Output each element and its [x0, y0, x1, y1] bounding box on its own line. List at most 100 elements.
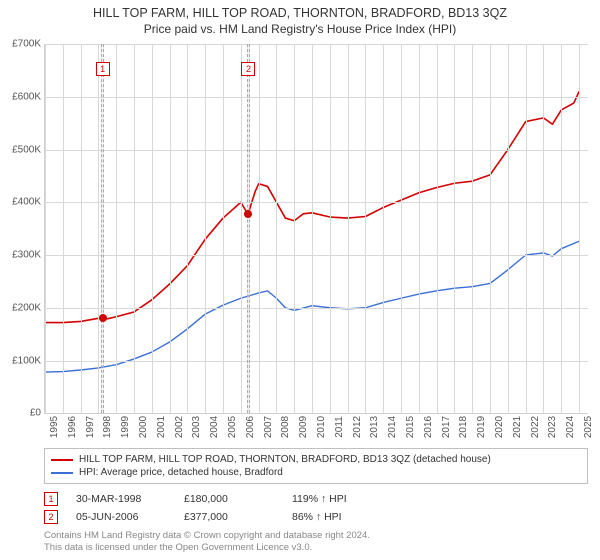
gridline-v	[330, 44, 331, 413]
x-axis-label: 2025	[579, 416, 594, 438]
x-axis-label: 2013	[365, 416, 380, 438]
gridline-v	[81, 44, 82, 413]
gridline-h	[45, 255, 588, 256]
gridline-v	[472, 44, 473, 413]
y-axis-label: £200K	[12, 302, 45, 313]
legend-swatch	[51, 459, 73, 461]
x-axis-label: 2020	[490, 416, 505, 438]
gridline-h	[45, 308, 588, 309]
gridline-h	[45, 202, 588, 203]
gridline-v	[526, 44, 527, 413]
x-axis-label: 2010	[312, 416, 327, 438]
x-axis-label: 2001	[152, 416, 167, 438]
x-axis-label: 2017	[437, 416, 452, 438]
x-axis-label: 2022	[526, 416, 541, 438]
x-axis-label: 2018	[454, 416, 469, 438]
x-axis-label: 2002	[170, 416, 185, 438]
sale-row-marker: 2	[44, 510, 58, 524]
gridline-v	[241, 44, 242, 413]
gridline-v	[45, 44, 46, 413]
plot-region: £0£100K£200K£300K£400K£500K£600K£700K199…	[44, 44, 588, 414]
x-axis-label: 1996	[63, 416, 78, 438]
gridline-v	[134, 44, 135, 413]
gridline-v	[98, 44, 99, 413]
gridline-h	[45, 97, 588, 98]
sale-marker-dot	[244, 210, 252, 218]
sale-row: 205-JUN-2006£377,00086% ↑ HPI	[44, 508, 588, 526]
chart-area: £0£100K£200K£300K£400K£500K£600K£700K199…	[44, 44, 588, 442]
gridline-v	[170, 44, 171, 413]
sale-row: 1 30-MAR-1998 £180,000 119% ↑ HPI	[44, 490, 588, 508]
gridline-v	[401, 44, 402, 413]
gridline-v	[543, 44, 544, 413]
gridline-v	[437, 44, 438, 413]
sale-marker-box: 1	[96, 62, 110, 76]
gridline-v	[294, 44, 295, 413]
gridline-v	[116, 44, 117, 413]
gridline-v	[152, 44, 153, 413]
legend-swatch	[51, 472, 73, 474]
y-axis-label: £500K	[12, 144, 45, 155]
x-axis-label: 2003	[187, 416, 202, 438]
sale-relative: 86% ↑ HPI	[292, 511, 382, 523]
sale-marker-box: 2	[241, 62, 255, 76]
gridline-v	[490, 44, 491, 413]
y-axis-label: £300K	[12, 250, 45, 261]
x-axis-label: 1999	[116, 416, 131, 438]
gridline-v	[259, 44, 260, 413]
title-block: HILL TOP FARM, HILL TOP ROAD, THORNTON, …	[0, 0, 600, 38]
x-axis-label: 2019	[472, 416, 487, 438]
y-axis-label: £400K	[12, 197, 45, 208]
gridline-v	[508, 44, 509, 413]
gridline-v	[223, 44, 224, 413]
sale-marker-dot	[99, 314, 107, 322]
sale-row-marker: 1	[44, 492, 58, 506]
sale-price: £180,000	[184, 493, 274, 505]
title-sub: Price paid vs. HM Land Registry's House …	[10, 22, 590, 36]
x-axis-label: 2007	[259, 416, 274, 438]
sale-date: 05-JUN-2006	[76, 511, 166, 523]
gridline-v	[454, 44, 455, 413]
x-axis-label: 2004	[205, 416, 220, 438]
sale-table: 1 30-MAR-1998 £180,000 119% ↑ HPI 2 05-JUN-20…	[44, 490, 588, 526]
gridline-v	[187, 44, 188, 413]
gridline-v	[205, 44, 206, 413]
gridline-h	[45, 361, 588, 362]
x-axis-label: 2014	[383, 416, 398, 438]
x-axis-label: 2000	[134, 416, 149, 438]
y-axis-label: £100K	[12, 355, 45, 366]
y-axis-label: £600K	[12, 91, 45, 102]
legend: HILL TOP FARM, HILL TOP ROAD, THORNTON, …	[44, 448, 588, 484]
x-axis-label: 2015	[401, 416, 416, 438]
gridline-v	[383, 44, 384, 413]
legend-label: HILL TOP FARM, HILL TOP ROAD, THORNTON, …	[79, 454, 491, 465]
x-axis-label: 2008	[276, 416, 291, 438]
x-axis-label: 1998	[98, 416, 113, 438]
y-axis-label: £0	[30, 408, 45, 419]
title-main: HILL TOP FARM, HILL TOP ROAD, THORNTON, …	[10, 6, 590, 20]
gridline-v	[312, 44, 313, 413]
y-axis-label: £700K	[12, 39, 45, 50]
attribution-line1: Contains HM Land Registry data © Crown c…	[44, 530, 588, 542]
x-axis-label: 2024	[561, 416, 576, 438]
sale-relative: 119% ↑ HPI	[292, 493, 382, 505]
gridline-v	[63, 44, 64, 413]
gridline-v	[561, 44, 562, 413]
attribution: Contains HM Land Registry data © Crown c…	[44, 530, 588, 554]
x-axis-label: 2005	[223, 416, 238, 438]
legend-label: HPI: Average price, detached house, Brad…	[79, 467, 283, 478]
gridline-v	[419, 44, 420, 413]
legend-row: HILL TOP FARM, HILL TOP ROAD, THORNTON, …	[51, 453, 581, 466]
attribution-line2: This data is licensed under the Open Gov…	[44, 542, 588, 554]
x-axis-label: 2021	[508, 416, 523, 438]
sale-band	[101, 44, 104, 413]
sale-date: 30-MAR-1998	[76, 493, 166, 505]
x-axis-label: 2023	[543, 416, 558, 438]
legend-row: HPI: Average price, detached house, Brad…	[51, 466, 581, 479]
x-axis-label: 1995	[45, 416, 60, 438]
x-axis-label: 2012	[348, 416, 363, 438]
gridline-v	[276, 44, 277, 413]
x-axis-label: 2011	[330, 416, 345, 438]
chart-container: HILL TOP FARM, HILL TOP ROAD, THORNTON, …	[0, 0, 600, 560]
gridline-v	[579, 44, 580, 413]
